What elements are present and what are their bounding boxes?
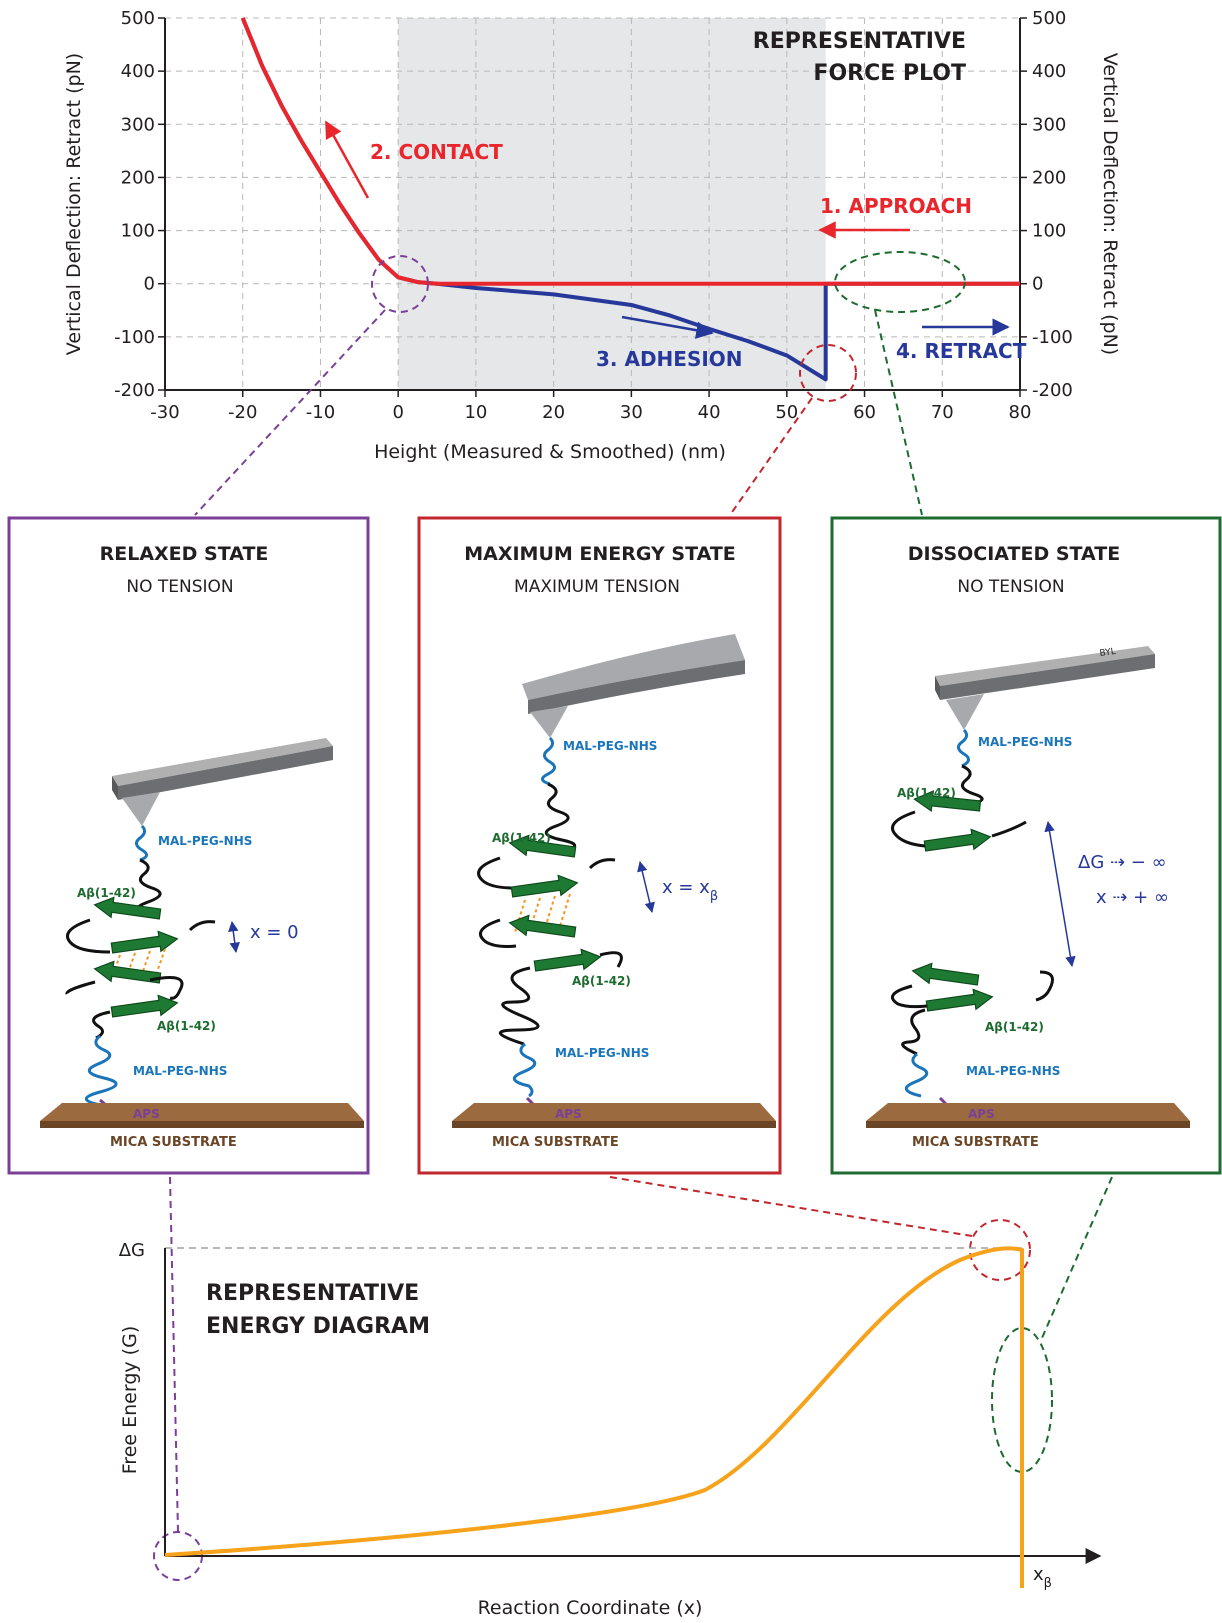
label: ΔG ⇢ − ∞ bbox=[1078, 852, 1167, 873]
label: x = xβ bbox=[662, 877, 718, 904]
annotation: 3. ADHESION bbox=[596, 347, 743, 371]
y2-tick-label: -200 bbox=[1032, 380, 1073, 401]
label: APS bbox=[133, 1107, 160, 1121]
y2-tick-label: 300 bbox=[1032, 114, 1066, 135]
label: Aβ(1-42) bbox=[985, 1020, 1044, 1034]
label: MAL-PEG-NHS bbox=[978, 735, 1072, 749]
y2-tick-label: 500 bbox=[1032, 8, 1066, 29]
y-tick-label: 500 bbox=[121, 8, 155, 29]
x-tick-label: 10 bbox=[464, 402, 487, 423]
label-sub: β bbox=[710, 889, 718, 904]
panel-title: MAXIMUM ENERGY STATE bbox=[464, 543, 736, 565]
label: APS bbox=[968, 1107, 995, 1121]
panel-relaxed: RELAXED STATE NO TENSION MAL-PEG-NHS Aβ(… bbox=[9, 518, 368, 1173]
label: MAL-PEG-NHS bbox=[563, 739, 657, 753]
label: MICA SUBSTRATE bbox=[110, 1135, 237, 1150]
annotation: 4. RETRACT bbox=[896, 339, 1027, 363]
y-tick-label: 200 bbox=[121, 167, 155, 188]
y-tick-label: ΔG bbox=[119, 1240, 145, 1261]
y2-tick-label: 0 bbox=[1032, 274, 1043, 295]
energy-diagram: REPRESENTATIVE ENERGY DIAGRAM Free Energ… bbox=[119, 1240, 1100, 1619]
x-tick-label: xβ bbox=[1033, 1564, 1052, 1591]
x-tick-label: 40 bbox=[698, 402, 721, 423]
y2-tick-label: 200 bbox=[1032, 167, 1066, 188]
x-tick-label: -20 bbox=[228, 402, 257, 423]
label: MAL-PEG-NHS bbox=[133, 1064, 227, 1078]
panel-subtitle: NO TENSION bbox=[126, 577, 233, 597]
label: Aβ(1-42) bbox=[492, 831, 551, 845]
diagram-title: ENERGY DIAGRAM bbox=[206, 1314, 430, 1339]
label: MICA SUBSTRATE bbox=[492, 1135, 619, 1150]
label: MICA SUBSTRATE bbox=[912, 1135, 1039, 1150]
label: MAL-PEG-NHS bbox=[158, 834, 252, 848]
label: Aβ(1-42) bbox=[897, 786, 956, 800]
x-tick-label: 70 bbox=[931, 402, 954, 423]
figure: -30-20-1001020304050607080-200-100010020… bbox=[0, 0, 1222, 1623]
y-tick-label: -100 bbox=[114, 327, 155, 348]
x-tick-main: x bbox=[1033, 1564, 1044, 1585]
x-tick-label: -30 bbox=[150, 402, 179, 423]
x-axis-label: Reaction Coordinate (x) bbox=[478, 1597, 703, 1619]
x-tick-sub: β bbox=[1044, 1576, 1052, 1591]
panel-max-energy: MAXIMUM ENERGY STATE MAXIMUM TENSION MAL… bbox=[419, 518, 780, 1173]
x-tick-label: 80 bbox=[1009, 402, 1032, 423]
label: MAL-PEG-NHS bbox=[555, 1046, 649, 1060]
chart-title: REPRESENTATIVE bbox=[753, 29, 966, 54]
x-axis-label: Height (Measured & Smoothed) (nm) bbox=[374, 441, 726, 463]
y2-tick-label: 100 bbox=[1032, 221, 1066, 242]
y-axis-label: Vertical Deflection: Retract (pN) bbox=[63, 53, 85, 355]
panel-title: RELAXED STATE bbox=[100, 543, 269, 565]
label: MAL-PEG-NHS bbox=[966, 1064, 1060, 1078]
panel-subtitle: MAXIMUM TENSION bbox=[514, 577, 680, 597]
annotation: 2. CONTACT bbox=[370, 140, 503, 164]
label-main: x = x bbox=[662, 877, 710, 898]
panel-dissociated: DISSOCIATED STATE NO TENSION BYL MAL-PEG… bbox=[832, 518, 1220, 1173]
y-tick-label: 0 bbox=[144, 274, 155, 295]
x-tick-label: 20 bbox=[542, 402, 565, 423]
label: x ⇢ + ∞ bbox=[1096, 887, 1169, 908]
y-tick-label: -200 bbox=[114, 380, 155, 401]
label: Aβ(1-42) bbox=[157, 1019, 216, 1033]
y2-tick-label: -100 bbox=[1032, 327, 1073, 348]
label: x = 0 bbox=[250, 922, 299, 943]
chart-title: FORCE PLOT bbox=[813, 61, 966, 86]
x-tick-label: -10 bbox=[306, 402, 335, 423]
diagram-title: REPRESENTATIVE bbox=[206, 1281, 419, 1306]
y-axis-label: Free Energy (G) bbox=[119, 1326, 141, 1474]
annotation: 1. APPROACH bbox=[820, 194, 972, 218]
y-tick-label: 300 bbox=[121, 114, 155, 135]
shaded-region bbox=[398, 18, 826, 390]
x-tick-label: 30 bbox=[620, 402, 643, 423]
panel-title: DISSOCIATED STATE bbox=[908, 543, 1120, 565]
x-tick-label: 60 bbox=[853, 402, 876, 423]
x-tick-label: 50 bbox=[775, 402, 798, 423]
x-tick-label: 0 bbox=[392, 402, 403, 423]
label: Aβ(1-42) bbox=[572, 974, 631, 988]
label: Aβ(1-42) bbox=[77, 886, 136, 900]
y-tick-label: 400 bbox=[121, 61, 155, 82]
panel-subtitle: NO TENSION bbox=[957, 577, 1064, 597]
y2-tick-label: 400 bbox=[1032, 61, 1066, 82]
y-tick-label: 100 bbox=[121, 221, 155, 242]
y2-axis-label: Vertical Deflection: Retract (pN) bbox=[1099, 53, 1121, 355]
label: APS bbox=[555, 1107, 582, 1121]
arrow bbox=[326, 122, 368, 198]
